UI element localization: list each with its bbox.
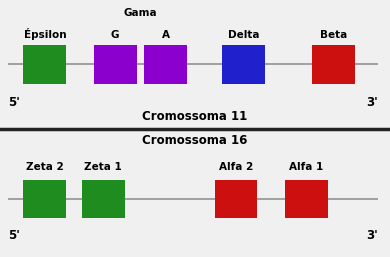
Text: Cromossoma 16: Cromossoma 16 (142, 134, 248, 147)
Bar (215, 180, 257, 218)
Text: Beta: Beta (320, 30, 347, 40)
Text: G: G (111, 30, 119, 40)
Text: 3': 3' (367, 229, 378, 242)
Text: Zeta 1: Zeta 1 (85, 162, 122, 172)
Text: 3': 3' (367, 96, 378, 109)
Text: Alfa 1: Alfa 1 (289, 162, 323, 172)
Text: Alfa 2: Alfa 2 (219, 162, 253, 172)
Text: Épsilon: Épsilon (23, 28, 66, 40)
Text: Cromossoma 11: Cromossoma 11 (142, 110, 248, 123)
Text: Delta: Delta (228, 30, 259, 40)
Text: 5': 5' (8, 229, 20, 242)
Bar (285, 180, 328, 218)
Bar (312, 45, 355, 84)
Text: Gama: Gama (124, 8, 157, 18)
Text: 5': 5' (8, 96, 20, 109)
Bar (23, 180, 66, 218)
Bar (82, 180, 125, 218)
Bar (94, 45, 136, 84)
Text: Zeta 2: Zeta 2 (26, 162, 64, 172)
Bar (222, 45, 265, 84)
Text: A: A (162, 30, 170, 40)
Bar (23, 45, 66, 84)
Bar (144, 45, 187, 84)
